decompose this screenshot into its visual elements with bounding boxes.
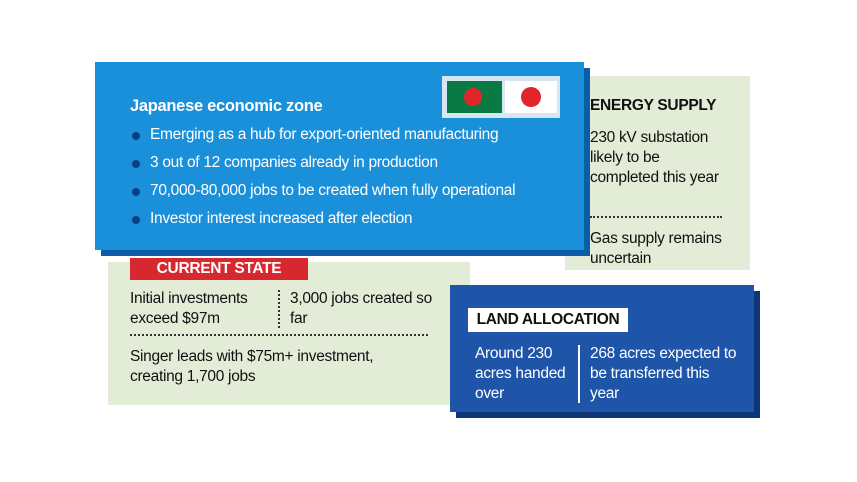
land-title: LAND ALLOCATION [468, 308, 628, 332]
separator [590, 216, 722, 218]
bullet-text: 3 out of 12 companies already in product… [150, 154, 438, 171]
energy-title: ENERGY SUPPLY [590, 97, 717, 114]
bullet-text: 70,000-80,000 jobs to be created when fu… [150, 182, 516, 199]
current-note: Singer leads with $75m+ investment, crea… [130, 348, 374, 385]
current-item: Initial investments exceed $97m [130, 290, 248, 327]
separator [130, 334, 428, 336]
energy-item: 230 kV substation likely to be completed… [590, 129, 719, 186]
flag-circle [464, 88, 482, 106]
energy-panel [565, 76, 750, 270]
flag-bangladesh [447, 81, 502, 113]
bullet-dot [132, 188, 140, 196]
energy-item: Gas supply remains uncertain [590, 230, 722, 267]
zone-title: Japanese economic zone [130, 97, 323, 115]
bullet-text: Emerging as a hub for export-oriented ma… [150, 126, 499, 143]
separator [278, 290, 280, 328]
land-panel [450, 285, 754, 412]
current-title: CURRENT STATE [130, 258, 308, 280]
current-item: 3,000 jobs created so far [290, 290, 432, 327]
current-panel [108, 262, 470, 405]
bullet-dot [132, 132, 140, 140]
bullet-dot [132, 216, 140, 224]
land-item: 268 acres expected to be transferred thi… [590, 345, 737, 402]
flag-japan [505, 81, 557, 113]
land-item: Around 230 acres handed over [475, 345, 566, 402]
separator [578, 345, 580, 403]
bullet-text: Investor interest increased after electi… [150, 210, 413, 227]
bullet-dot [132, 160, 140, 168]
flag-circle [521, 87, 541, 107]
